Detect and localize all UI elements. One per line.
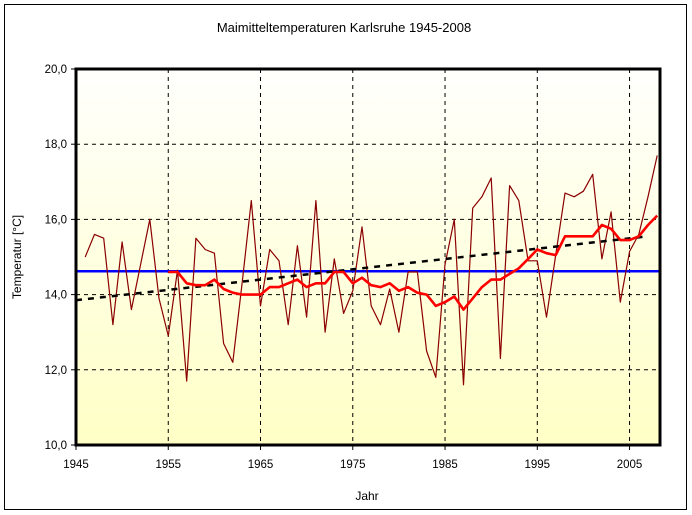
x-tick-label: 1955 [155,459,181,471]
moving-average-line [168,214,659,311]
y-tick-label: 10,0 [45,440,67,452]
y-axis-label: Temperatur [°C] [10,215,24,299]
plot-border [74,67,662,447]
x-axis-label: Jahr [355,489,378,503]
y-tick-label: 14,0 [45,290,67,302]
x-tick-label: 1985 [432,459,458,471]
series-layer [75,155,660,386]
y-tick-label: 20,0 [45,64,67,76]
x-tick-label: 1965 [248,459,274,471]
temperature-line [84,155,658,386]
y-tick-label: 18,0 [45,139,67,151]
y-tick-label: 16,0 [45,214,67,226]
grid [76,69,660,445]
x-tick-label: 1945 [63,459,89,471]
x-tick-label: 2005 [617,459,643,471]
x-tick-label: 1975 [340,459,366,471]
ticks: 10,0 12,0 14,0 16,0 18,0 20,0 1945 1955 1965 1975… [45,64,643,471]
plot-area [76,69,660,445]
x-tick-label: 1995 [524,459,550,471]
chart-title: Maimitteltemperaturen Karlsruhe 1945-200… [217,20,471,35]
y-tick-label: 12,0 [45,365,67,377]
